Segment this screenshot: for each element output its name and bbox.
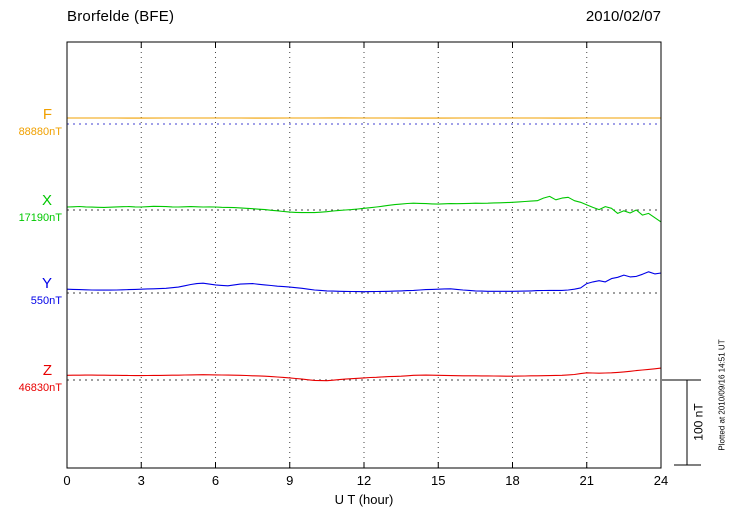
x-tick-label: 21 xyxy=(579,473,594,488)
scale-bar-label: 100 nT xyxy=(691,403,706,441)
x-tick-label: 15 xyxy=(431,473,446,488)
component-label-Z: Z xyxy=(42,362,52,379)
plot-date: 2010/02/07 xyxy=(585,8,661,25)
station-title: Brorfelde (BFE) xyxy=(67,8,175,25)
x-tick-label: 0 xyxy=(63,473,71,488)
x-tick-label: 24 xyxy=(653,473,669,488)
component-label-Y: Y xyxy=(41,275,52,292)
x-axis-title: U T (hour) xyxy=(334,492,394,507)
component-baseline-Z: 46830nT xyxy=(18,382,62,394)
component-label-X: X xyxy=(41,192,52,209)
x-tick-label: 12 xyxy=(356,473,372,488)
x-tick-label: 3 xyxy=(137,473,145,488)
component-label-F: F xyxy=(42,106,52,123)
component-baseline-F: 88880nT xyxy=(18,126,62,138)
x-tick-label: 6 xyxy=(211,473,220,488)
plotted-at-footnote: Plotted at 2010/09/16 14:51 UT xyxy=(717,339,727,451)
x-tick-label: 9 xyxy=(286,473,294,488)
x-tick-label: 18 xyxy=(505,473,520,488)
component-baseline-Y: 550nT xyxy=(30,295,62,307)
component-baseline-X: 17190nT xyxy=(18,212,62,224)
